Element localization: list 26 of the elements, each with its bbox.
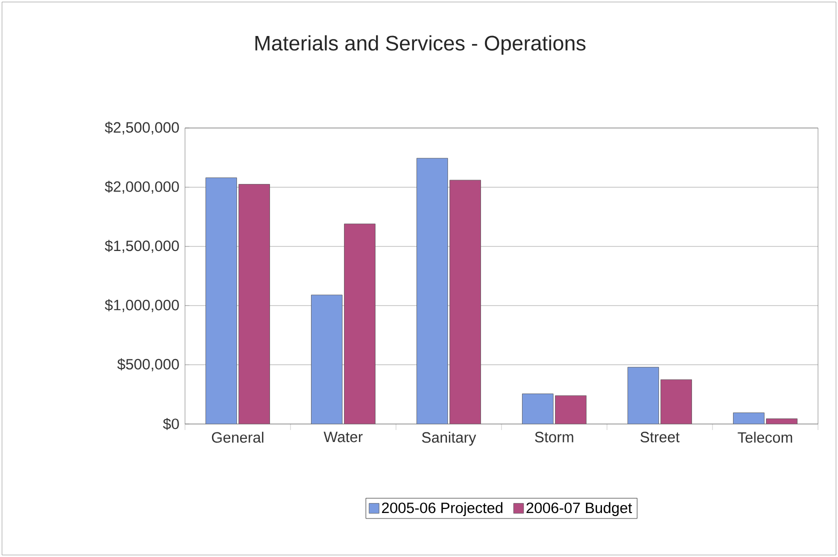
y-tick-label: $1,500,000: [104, 240, 179, 253]
bar: [238, 184, 270, 424]
bar: [311, 294, 342, 424]
y-tick-label: $500,000: [117, 358, 179, 372]
y-tick-label: $1,000,000: [104, 299, 179, 312]
x-tick-label: Telecom: [738, 432, 792, 443]
x-tick-label: Water: [324, 432, 363, 442]
x-tick-label: Sanitary: [422, 432, 476, 446]
bar: [555, 395, 586, 424]
y-tick-label: $2,000,000: [104, 180, 179, 194]
x-tick-label: Storm: [534, 432, 574, 442]
legend-label: 2006-07 Budget: [526, 502, 632, 516]
legend-label: 2005-06 Projected: [382, 502, 502, 516]
chart-title: Materials and Services - Operations: [255, 35, 586, 55]
bar: [206, 178, 237, 424]
y-tick-label: $0: [163, 418, 179, 430]
x-tick-label: Street: [640, 432, 680, 442]
bar: [733, 412, 764, 424]
bar: [450, 180, 481, 424]
x-tick-label: General: [212, 432, 264, 443]
bar: [344, 224, 376, 424]
bar: [660, 379, 692, 424]
y-tick-label: $2,500,000: [104, 122, 179, 134]
bar: [628, 366, 659, 424]
bar: [416, 158, 448, 424]
bar: [522, 394, 554, 424]
